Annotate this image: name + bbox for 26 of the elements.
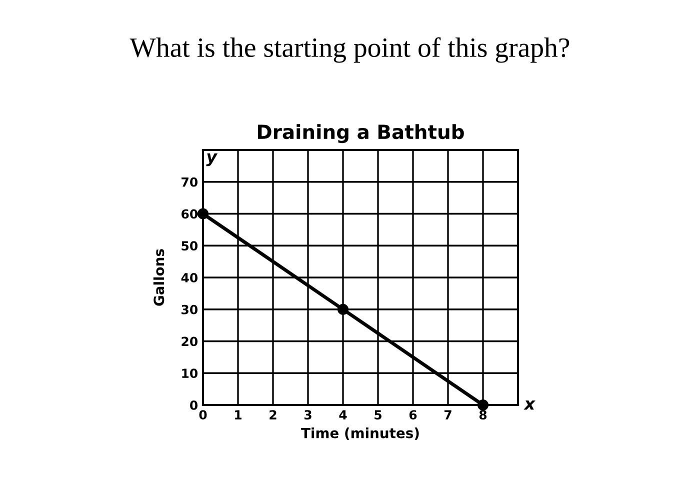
x-tick-label: 7 bbox=[444, 410, 452, 420]
x-tick-label: 3 bbox=[304, 410, 312, 420]
x-tick-label: 5 bbox=[374, 410, 382, 420]
y-tick-label: 70 bbox=[182, 177, 198, 187]
y-tick-label: 30 bbox=[182, 304, 198, 314]
x-tick-label: 6 bbox=[409, 410, 417, 420]
chart-subtitle: Draining a Bathtub bbox=[258, 124, 464, 144]
x-axis-title: Time (minutes) bbox=[301, 428, 419, 440]
y-axis-title: Gallons bbox=[153, 249, 164, 306]
y-tick-label: 20 bbox=[182, 336, 198, 346]
point bbox=[197, 208, 209, 220]
x-tick-label: 0 bbox=[199, 410, 207, 420]
annotation: y bbox=[206, 153, 218, 166]
text: x bbox=[524, 400, 536, 410]
y-tick-label: 0 bbox=[190, 400, 198, 410]
y-tick-label: 10 bbox=[182, 368, 198, 378]
chart-title: What is the starting point of this graph? bbox=[130, 37, 570, 63]
point bbox=[477, 399, 489, 411]
point bbox=[337, 304, 349, 315]
x-tick-label: 4 bbox=[339, 410, 347, 420]
y-tick-label: 60 bbox=[182, 209, 198, 219]
x-tick-label: 8 bbox=[479, 410, 487, 420]
x-tick-label: 1 bbox=[235, 410, 242, 420]
y-tick-label: 40 bbox=[181, 272, 198, 282]
x-tick-label: 2 bbox=[270, 410, 276, 420]
y-tick-label: 50 bbox=[182, 241, 198, 251]
